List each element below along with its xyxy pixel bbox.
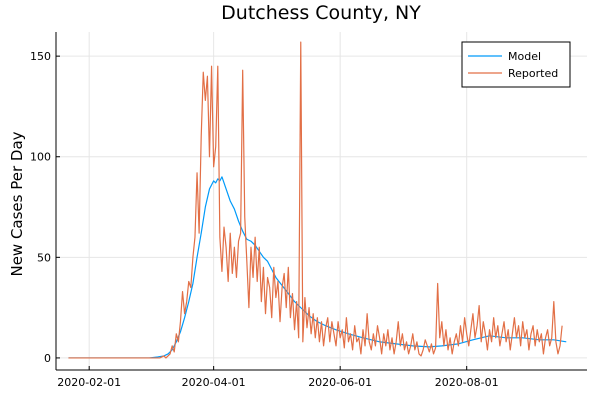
x-tick-label-1: 2020-04-01 (182, 376, 246, 389)
chart-title: Dutchess County, NY (221, 2, 421, 24)
y-tick-label-2: 100 (30, 151, 51, 164)
legend-label-reported: Reported (508, 67, 558, 80)
legend-box (461, 41, 571, 88)
y-tick-label-0: 0 (44, 352, 51, 365)
x-tick-label-0: 2020-02-01 (57, 376, 121, 389)
series-line-model (68, 176, 567, 359)
y-tick-label-1: 50 (37, 251, 51, 264)
legend: Model Reported (461, 41, 571, 88)
axes (55, 32, 587, 371)
x-tick-label-2: 2020-06-01 (308, 376, 372, 389)
series-lines (68, 41, 567, 359)
series-line-reported (68, 41, 563, 359)
y-tick-label-3: 150 (30, 50, 51, 63)
y-axis-label: New Cases Per Day (8, 131, 26, 276)
tick-labels: 2020-02-01 2020-04-01 2020-06-01 2020-08-01… (30, 50, 499, 389)
x-tick-label-3: 2020-08-01 (435, 376, 499, 389)
legend-label-model: Model (508, 50, 541, 63)
